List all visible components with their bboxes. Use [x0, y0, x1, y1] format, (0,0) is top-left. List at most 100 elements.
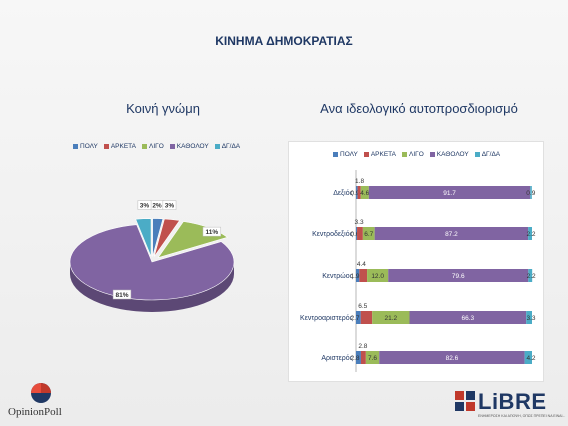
bar-data-label: 2.2 [526, 231, 535, 238]
page-title: ΚΙΝΗΜΑ ΔΗΜΟΚΡΑΤΙΑΣ [215, 34, 353, 48]
pie-legend: ΠΟΛΥ ΑΡΚΕΤΑ ΛΙΓΟ ΚΑΘΟΛΟΥ ΔΓ/ΔΑ [73, 143, 240, 150]
bar-segment [368, 186, 531, 199]
bar-chart-panel [288, 141, 544, 382]
bar-data-label: 3.3 [526, 315, 535, 322]
bar-legend-label: ΑΡΚΕΤΑ [370, 151, 396, 158]
bar-category-label: Κεντροαριστερός [300, 314, 354, 322]
bar-segment [362, 227, 375, 240]
bar-category-label: Κεντρώος [322, 272, 353, 280]
bar-segment [356, 351, 361, 364]
bar-segment [356, 311, 361, 324]
bar-legend: ΠΟΛΥ ΑΡΚΕΤΑ ΛΙΓΟ ΚΑΘΟΛΟΥ ΔΓ/ΔΑ [333, 151, 500, 158]
bar-segment [357, 186, 361, 199]
pie-legend-item: ΛΙΓΟ [142, 143, 164, 150]
pie-legend-label: ΑΡΚΕΤΑ [110, 143, 136, 150]
pie-legend-swatch [73, 144, 78, 149]
bar-segment [528, 227, 532, 240]
opinionpoll-logo-mark [31, 383, 51, 403]
bar-data-label: 0.9 [526, 190, 535, 197]
bar-segment [367, 269, 389, 282]
libre-logo: LiBRE ΕΝΗΜΕΡΩΣΗ ΚΑΙ ΑΠΟΨΗ, ΟΠΩΣ ΠΡΕΠΕΙ Ν… [454, 390, 565, 424]
bar-segment [528, 269, 533, 282]
bar-legend-swatch [474, 152, 480, 157]
pie-legend-item: ΠΟΛΥ [73, 143, 98, 150]
pie-legend-label: ΚΑΘΟΛΟΥ [176, 143, 209, 150]
bar-segment [530, 186, 532, 199]
bar-data-label: 4.6 [360, 190, 369, 197]
bar-category-label: Δεξιός [333, 189, 353, 197]
bar-segment [365, 351, 380, 364]
pie-legend-item: ΔΓ/ΔΑ [214, 143, 241, 150]
libre-logo-mark [455, 391, 475, 411]
bar-data-label: 4.2 [526, 355, 535, 362]
bar-legend-item: ΠΟΛΥ [333, 151, 358, 158]
bar-legend-label: ΔΓ/ΔΑ [481, 151, 501, 158]
bar-data-label: 3.3 [355, 219, 364, 226]
pie-legend-swatch [169, 144, 175, 149]
pie-legend-label: ΠΟΛΥ [80, 143, 98, 150]
bar-data-label: 79.6 [452, 273, 465, 280]
pie-data-label: 81% [115, 292, 128, 299]
bar-data-label: 1.9 [350, 273, 359, 280]
bar-segment [524, 351, 532, 364]
opinionpoll-logo: OpinionPoll [8, 382, 88, 422]
pie-slice [152, 218, 164, 257]
pie-chart: 2% 3% 11% 81% 3% [69, 200, 235, 312]
bar-data-label: 0.9 [350, 190, 359, 197]
pie-legend-swatch [142, 144, 147, 149]
bar-data-label: 12.0 [371, 273, 384, 280]
pie-data-label: 3% [165, 203, 175, 210]
bar-data-label: 91.7 [443, 190, 456, 197]
pie-data-label: 3% [140, 203, 150, 210]
bar-data-label: 2.8 [350, 355, 359, 362]
pie-data-label: 11% [206, 229, 219, 236]
bar-legend-item: ΛΙΓΟ [402, 151, 424, 158]
bar-legend-swatch [333, 152, 338, 157]
bar-data-label: 6.7 [364, 231, 373, 238]
pie-legend-label: ΔΓ/ΔΑ [221, 143, 241, 150]
bar-data-label: 2.2 [527, 273, 536, 280]
bar-category-label: Κεντροδεξιός [312, 230, 354, 238]
bar-segment [360, 186, 369, 199]
bar-data-label: 7.6 [368, 355, 377, 362]
bar-chart-title: Ανα ιδεολογικό αυτοπροσδιορισμό [320, 101, 518, 116]
bar-legend-label: ΚΑΘΟΛΟΥ [436, 151, 469, 158]
bar-data-label: 1.8 [355, 178, 364, 185]
bar-legend-item: ΑΡΚΕΤΑ [363, 151, 396, 158]
bar-data-label: 2.8 [358, 343, 367, 350]
bar-segment [409, 311, 527, 324]
bar-segment [526, 311, 532, 324]
bar-segment [374, 227, 529, 240]
bar-legend-swatch [402, 152, 407, 157]
bar-data-label: 66.3 [462, 315, 475, 322]
pie-label-box [137, 200, 152, 210]
pie-chart-title: Κοινή γνώμη [126, 101, 200, 116]
bar-legend-swatch [429, 152, 435, 157]
bar-data-label: 2.7 [350, 315, 359, 322]
bar-segment [359, 269, 368, 282]
pie-legend-item: ΚΑΘΟΛΟΥ [169, 143, 209, 150]
bar-legend-label: ΠΟΛΥ [340, 151, 358, 158]
bar-legend-label: ΛΙΓΟ [409, 151, 424, 158]
pie-slice-side [70, 262, 234, 312]
bar-segment [360, 351, 366, 364]
bar-category-label: Αριστερός [321, 354, 353, 362]
bar-data-label: 87.2 [445, 231, 458, 238]
bar-legend-item: ΔΓ/ΔΑ [474, 151, 501, 158]
opinionpoll-logo-text: OpinionPoll [8, 406, 62, 418]
bar-segment [357, 227, 363, 240]
bar-segment [388, 269, 529, 282]
bar-data-label: 6.5 [358, 303, 367, 310]
libre-logo-tagline: ΕΝΗΜΕΡΩΣΗ ΚΑΙ ΑΠΟΨΗ, ΟΠΩΣ ΠΡΕΠΕΙ ΝΑ ΕΙΝΑ… [478, 414, 566, 418]
pie-label-box [112, 289, 132, 300]
pie-legend-swatch [103, 144, 109, 149]
bar-segment [372, 311, 410, 324]
bar-segment [356, 269, 360, 282]
bar-data-label: 0.6 [350, 231, 359, 238]
pie-slice [135, 218, 152, 257]
pie-legend-swatch [214, 144, 220, 149]
pie-legend-label: ΛΙΓΟ [149, 143, 164, 150]
pie-legend-item: ΑΡΚΕΤΑ [103, 143, 136, 150]
bar-segment [356, 227, 358, 240]
bar-segment [356, 186, 358, 199]
